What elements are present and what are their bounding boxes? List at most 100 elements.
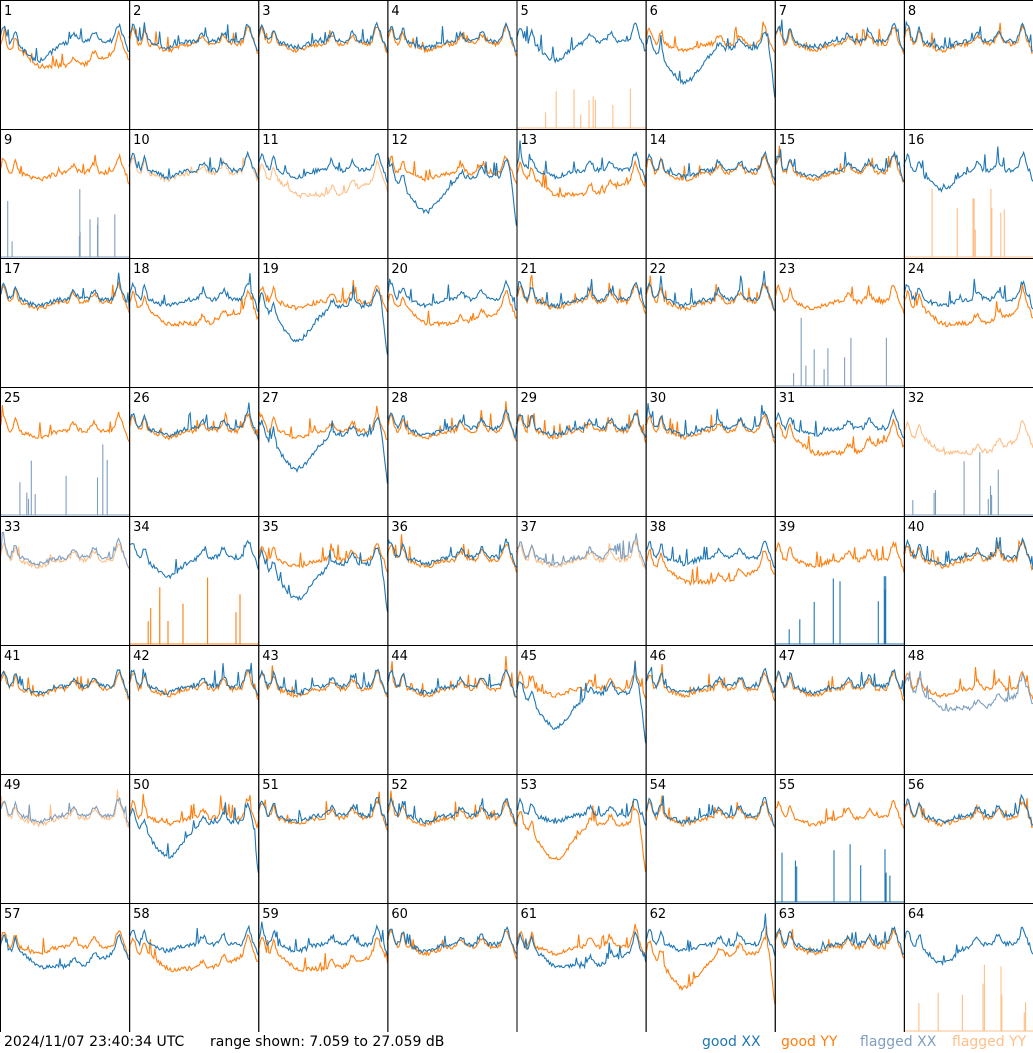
series-yy-31 [774,418,905,457]
series-xx-26 [128,402,259,440]
panel-28: 28 [386,387,518,517]
panel-62: 62 [645,903,776,1032]
panel-border [129,774,260,904]
series-xx-28 [386,408,518,439]
panel-border [774,0,905,130]
panel-border [387,903,518,1032]
panel-13: 13 [515,129,647,259]
panel-46: 46 [645,645,776,775]
series-xx-50 [128,801,259,873]
panel-label: 50 [133,778,150,793]
series-yy-27 [257,405,388,440]
panel-label: 6 [650,4,658,19]
panel-15: 15 [774,129,905,259]
panel-label: 39 [779,520,796,535]
series-xx-17 [0,272,130,309]
panel-border [645,774,776,904]
legend-flagged-xx: flagged XX [860,1034,937,1050]
panel-border [903,903,1033,1032]
panel-label: 28 [391,391,408,406]
panel-label: 20 [391,262,408,277]
series-yy-11 [257,160,388,200]
panel-label: 27 [262,391,279,406]
panel-border [903,645,1033,775]
series-xx-34 [128,539,259,580]
series-xx-23 [774,317,904,387]
panel-label: 16 [908,133,925,148]
panel-23: 23 [774,258,905,388]
panel-border [129,129,260,259]
panel-label: 24 [908,262,925,277]
legend-good-yy: good YY [781,1034,838,1050]
panel-22: 22 [645,258,776,388]
series-xx-57 [0,933,130,971]
panel-40: 40 [903,516,1033,646]
series-xx-33 [0,531,130,569]
series-yy-48 [903,666,1033,700]
series-yy-55 [774,799,905,829]
panel-60: 60 [386,903,518,1032]
panel-label: 62 [650,907,667,922]
panel-border [387,774,518,904]
panel-label: 34 [133,520,150,535]
series-yy-3 [257,24,388,54]
series-xx-3 [257,21,388,52]
series-yy-13 [516,159,647,199]
series-xx-11 [257,152,388,183]
series-xx-15 [774,149,905,182]
panel-label: 14 [650,133,667,148]
panel-border [774,129,905,259]
series-yy-34 [129,577,259,645]
series-yy-57 [0,930,130,957]
series-xx-5 [515,22,646,64]
panel-border [516,0,647,130]
panel-17: 17 [0,258,131,388]
series-xx-49 [0,797,130,827]
series-yy-62 [645,925,776,1005]
panel-3: 3 [257,0,389,130]
panel-26: 26 [128,387,260,517]
series-xx-16 [903,146,1033,193]
series-yy-8 [903,22,1033,54]
series-xx-63 [774,926,905,956]
panel-label: 52 [391,778,408,793]
series-yy-39 [774,540,905,573]
panel-label: 47 [779,649,796,664]
series-xx-10 [128,150,259,181]
legend-good-xx: good XX [702,1034,761,1050]
panel-label: 5 [521,4,529,19]
series-xx-19 [257,285,388,355]
panel-6: 6 [645,0,776,130]
panel-31: 31 [774,387,905,517]
series-xx-35 [257,547,388,612]
panel-11: 11 [257,129,389,259]
panel-label: 51 [262,778,279,793]
series-xx-7 [774,19,905,52]
panel-47: 47 [774,645,905,775]
panel-label: 32 [908,391,925,406]
panel-52: 52 [386,774,518,904]
series-xx-56 [903,793,1033,826]
series-xx-40 [903,536,1033,570]
panel-border [903,0,1033,130]
panel-49: 49 [0,774,131,904]
panel-51: 51 [257,774,389,904]
series-xx-53 [516,797,647,826]
series-yy-42 [128,669,259,701]
panel-39: 39 [774,516,905,646]
series-yy-7 [774,26,905,55]
panel-border [0,258,131,388]
series-xx-36 [386,538,517,568]
series-yy-49 [0,789,130,829]
series-xx-32 [903,452,1033,516]
series-xx-2 [128,22,259,52]
panel-18: 18 [128,258,260,388]
panel-border [774,258,905,388]
series-yy-1 [0,26,130,70]
series-yy-38 [645,548,775,587]
panel-41: 41 [0,645,131,775]
series-xx-39 [774,576,904,645]
panel-border [645,387,776,517]
series-xx-38 [645,540,776,569]
series-xx-60 [386,925,517,955]
